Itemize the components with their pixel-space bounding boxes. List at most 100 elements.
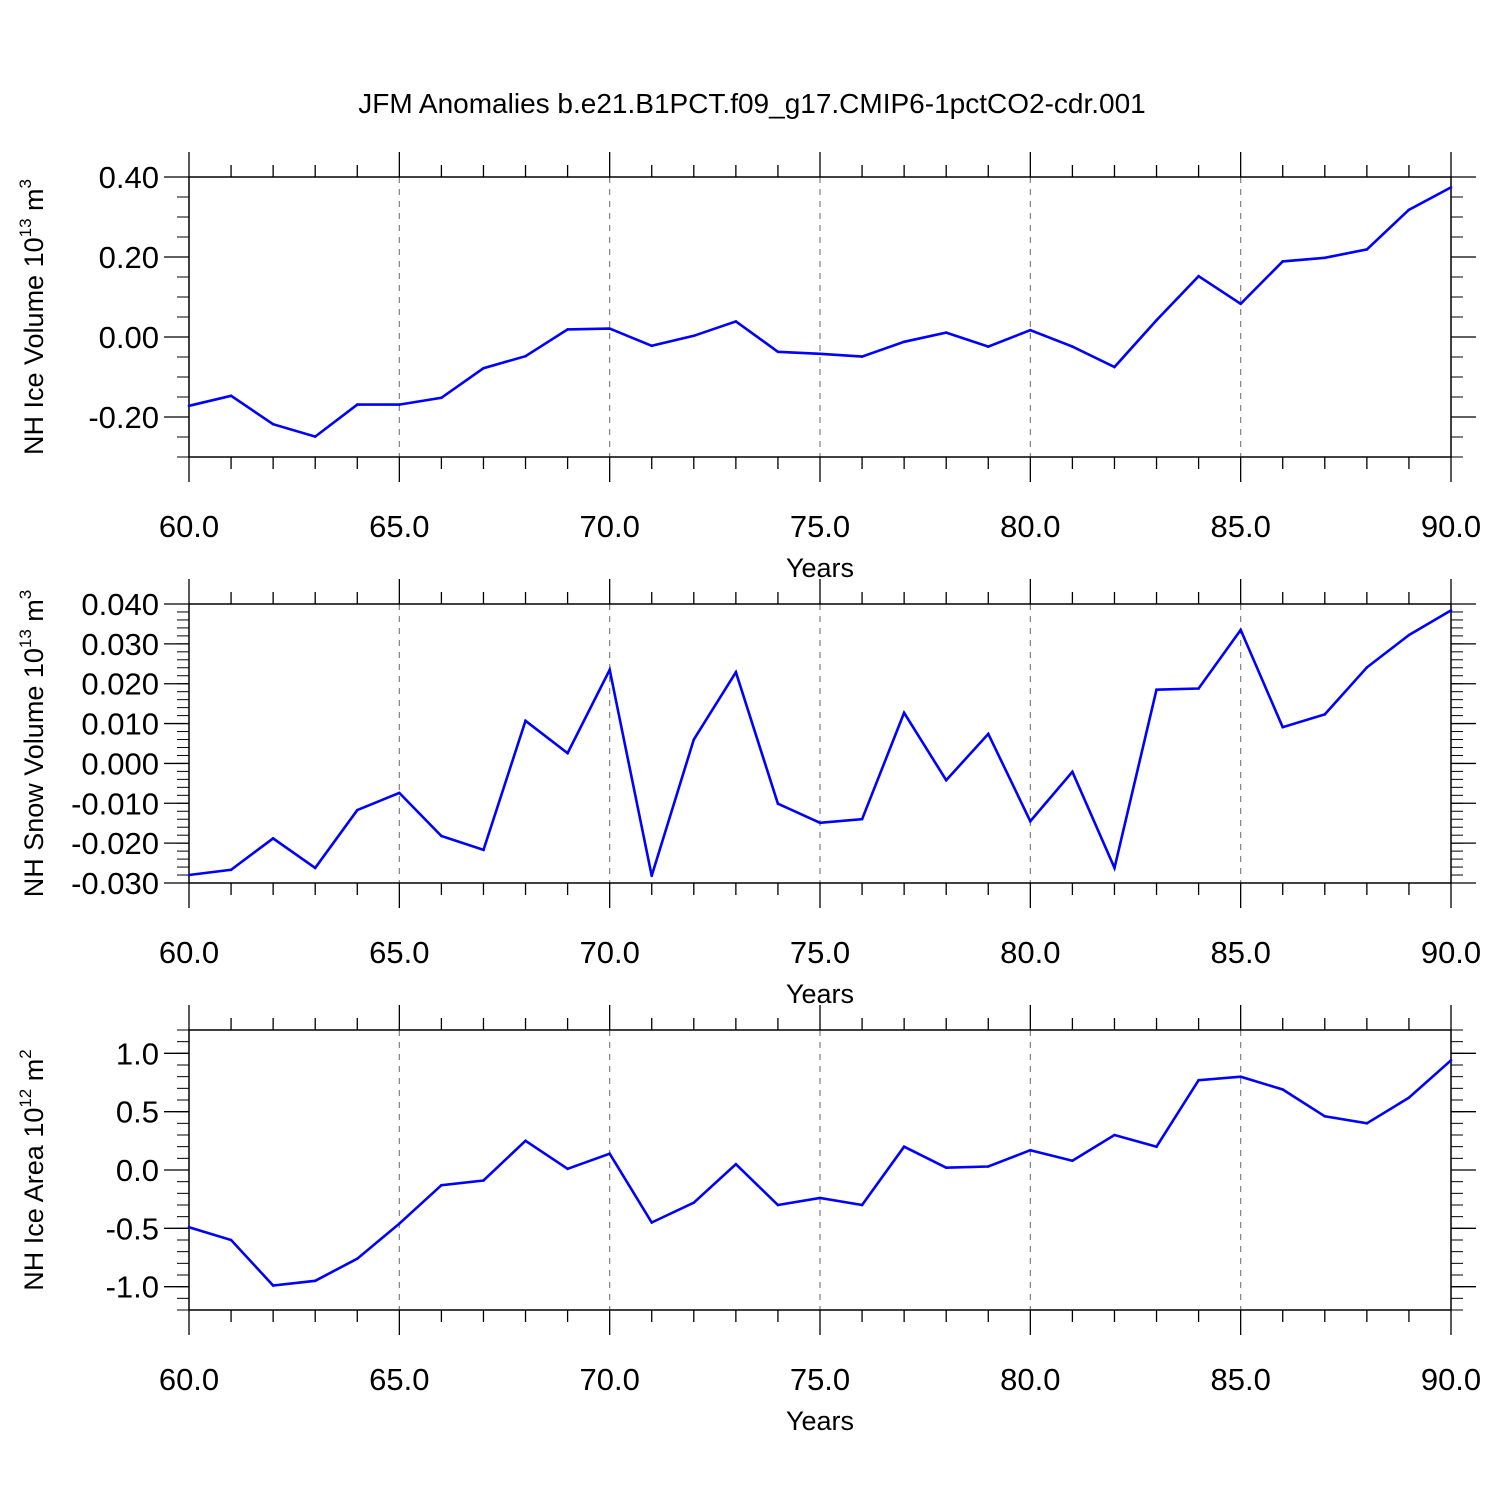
data-point <box>692 334 696 338</box>
data-point <box>692 1201 696 1204</box>
panels: -0.20 0.00 0.20 0.40 60.0 65.0 70.0 75.0 80.0 85.… <box>16 152 1481 1436</box>
data-point <box>1197 687 1200 690</box>
x-tick-label: 65.0 <box>369 935 429 970</box>
data-point <box>313 866 317 870</box>
data-point <box>902 340 906 344</box>
data-point <box>902 711 906 715</box>
data-point <box>860 355 864 358</box>
x-tick-label: 70.0 <box>579 1362 639 1397</box>
data-point <box>524 719 527 723</box>
data-point <box>1239 1075 1242 1078</box>
y-tick-label: 0.020 <box>81 667 159 702</box>
data-point <box>1029 1148 1032 1152</box>
data-point <box>650 344 654 348</box>
data-point <box>482 366 485 370</box>
y-axis-label: NH Ice Volume 1013 m3 <box>16 179 49 455</box>
data-point <box>608 327 611 330</box>
data-point <box>482 1179 485 1182</box>
x-axis-label: Years <box>786 1406 854 1436</box>
y-axis-label-unit: m <box>19 599 49 629</box>
data-point <box>608 1152 611 1155</box>
x-axis-label: Years <box>786 553 854 583</box>
y-axis-label-unit: m <box>19 188 49 218</box>
y-axis-label-text: NH Ice Area 10 <box>19 1108 49 1291</box>
data-point <box>398 403 401 406</box>
data-point <box>944 778 948 782</box>
data-point <box>355 1257 359 1260</box>
data-point <box>187 1225 191 1229</box>
y-axis-label-unit: m <box>19 1059 49 1089</box>
data-point <box>1281 1088 1285 1091</box>
y-axis-label-text: NH Snow Volume 10 <box>19 648 49 897</box>
x-tick-label: 85.0 <box>1210 509 1270 544</box>
data-point <box>1197 1078 1200 1082</box>
data-point <box>734 1162 738 1166</box>
y-tick-label: -0.010 <box>71 786 159 821</box>
panel-2: -0.030 -0.020 -0.010 0.000 0.010 0.020 0.030 0.… <box>16 579 1481 1009</box>
x-tick-label: 75.0 <box>790 935 850 970</box>
data-point <box>1449 1059 1453 1062</box>
data-point <box>187 404 191 408</box>
x-tick-label: 60.0 <box>159 935 219 970</box>
x-tick-label: 80.0 <box>1000 509 1060 544</box>
y-tick-label: 1.0 <box>116 1036 159 1071</box>
data-point <box>986 732 990 736</box>
y-tick-label: 0.20 <box>99 240 159 275</box>
x-tick-label: 85.0 <box>1210 935 1270 970</box>
y-tick-label: 0.40 <box>99 160 159 195</box>
data-point <box>1449 609 1453 612</box>
data-point <box>1281 725 1285 729</box>
data-point <box>1029 328 1032 332</box>
data-point <box>566 1167 569 1171</box>
y-tick-label: -1.0 <box>106 1270 159 1305</box>
data-point <box>860 817 864 821</box>
data-point <box>313 1279 317 1283</box>
data-point <box>650 874 654 878</box>
data-point <box>986 1165 990 1168</box>
data-point <box>1407 208 1411 212</box>
y-tick-label: -0.5 <box>106 1211 159 1246</box>
data-point <box>1407 1096 1411 1099</box>
data-point <box>1365 248 1369 251</box>
data-point <box>944 1166 948 1169</box>
data-point <box>440 1183 443 1187</box>
data-point <box>1407 633 1411 637</box>
data-point <box>818 821 822 825</box>
data-point <box>566 328 569 331</box>
data-point <box>271 837 275 840</box>
data-point <box>229 868 233 872</box>
data-point <box>566 751 569 755</box>
x-axis-label: Years <box>786 979 854 1009</box>
x-tick-label: 60.0 <box>159 509 219 544</box>
x-tick-label: 75.0 <box>790 509 850 544</box>
data-point <box>482 848 485 852</box>
data-point <box>1155 318 1158 322</box>
data-point <box>608 668 611 672</box>
data-point <box>1197 274 1200 278</box>
y-tick-label: 0.0 <box>116 1153 159 1188</box>
y-tick-label: 0.040 <box>81 587 159 622</box>
y-axis-label-exponent: 13 <box>16 629 35 648</box>
x-tick-label: 90.0 <box>1421 1362 1481 1397</box>
data-point <box>692 738 696 741</box>
y-tick-label: 0.000 <box>81 746 159 781</box>
data-point <box>440 396 443 400</box>
data-point <box>271 422 275 426</box>
data-point <box>818 1196 822 1200</box>
data-point <box>1113 1133 1116 1137</box>
y-axis-label-unit-exponent: 3 <box>16 590 35 599</box>
x-tick-label: 75.0 <box>790 1362 850 1397</box>
y-axis-label-exponent: 12 <box>16 1089 35 1108</box>
figure-title: JFM Anomalies b.e21.B1PCT.f09_g17.CMIP6-… <box>358 88 1146 119</box>
y-axis-label: NH Snow Volume 1013 m3 <box>16 590 49 898</box>
data-point <box>776 1203 780 1207</box>
data-point <box>355 403 359 406</box>
y-tick-label: 0.010 <box>81 707 159 742</box>
x-tick-label: 80.0 <box>1000 935 1060 970</box>
y-tick-label: 0.030 <box>81 627 159 662</box>
data-point <box>271 1284 275 1287</box>
data-point <box>776 350 780 354</box>
data-point <box>902 1145 906 1148</box>
y-tick-label: -0.20 <box>88 400 159 435</box>
data-point <box>1323 713 1327 716</box>
